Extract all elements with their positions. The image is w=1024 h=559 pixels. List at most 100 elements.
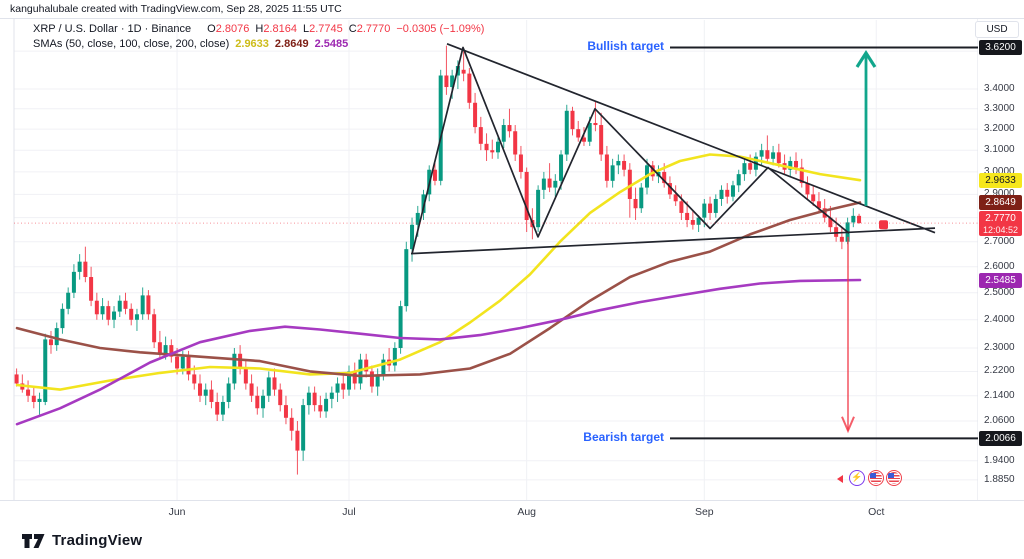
candle	[507, 125, 512, 132]
drawings-layer	[410, 43, 979, 440]
us-economic-event-icon[interactable]	[868, 470, 884, 486]
pane-borders	[13, 19, 979, 522]
candle	[352, 371, 357, 384]
candle	[587, 122, 592, 142]
candle	[71, 271, 76, 293]
close-value: 2.7770	[356, 23, 391, 35]
candle	[604, 154, 609, 181]
time-axis[interactable]: Jun Jul Aug Sep Oct	[0, 500, 1024, 525]
candle	[444, 75, 449, 88]
candle	[106, 306, 111, 320]
candle	[473, 102, 478, 128]
candle	[369, 371, 374, 387]
bullish-target-label[interactable]: Bullish target	[587, 39, 664, 54]
candle	[748, 163, 753, 170]
tradingview-logo[interactable]: TradingView	[22, 532, 142, 549]
candle	[461, 69, 466, 74]
sma200-line	[15, 278, 862, 426]
red-marker	[879, 220, 888, 230]
tradingview-mark-icon	[22, 533, 45, 548]
time-tick-label: Sep	[694, 506, 714, 518]
candle	[54, 328, 59, 346]
price-badge: 2.9633	[979, 172, 1022, 188]
candle	[94, 300, 99, 315]
price-badge: 2.7770 12:04:52	[979, 210, 1022, 236]
candle	[610, 165, 615, 181]
candle	[129, 308, 134, 320]
candle	[708, 203, 713, 213]
candle	[226, 383, 231, 402]
candle	[536, 189, 541, 228]
candle	[484, 143, 489, 151]
triangle-upper[interactable]	[446, 43, 936, 234]
candle	[616, 160, 621, 166]
candle	[696, 217, 701, 225]
candle	[375, 374, 380, 387]
legend-symbol-row[interactable]: XRP / U.S. Dollar · 1D · Binance O2.8076 H…	[33, 22, 484, 37]
candle	[702, 203, 707, 218]
price-tick-label: 2.7000	[984, 235, 1015, 247]
candle	[788, 160, 793, 170]
candle	[559, 154, 564, 181]
bullish-arrow[interactable]	[855, 50, 877, 206]
candle	[358, 359, 363, 384]
price-axis[interactable]: 3.60003.40003.30003.20003.10003.00002.90…	[978, 19, 1024, 522]
candle	[639, 187, 644, 209]
candle	[37, 398, 42, 402]
triangle-lower[interactable]	[410, 227, 936, 255]
candle	[719, 189, 724, 199]
attribution-text: kanguhalubale created with TradingView.c…	[10, 3, 342, 15]
candle	[547, 178, 552, 188]
candle	[410, 224, 415, 250]
candle	[599, 125, 604, 155]
footer: TradingView	[0, 523, 1024, 559]
candle	[593, 122, 598, 126]
candle	[765, 150, 770, 159]
bearish-arrow[interactable]	[841, 236, 855, 434]
candle	[329, 392, 334, 399]
candle	[289, 417, 294, 431]
candle	[622, 160, 627, 170]
zigzag-pattern[interactable]	[411, 46, 850, 255]
candle	[209, 389, 214, 402]
price-tick-label: 3.4000	[984, 83, 1015, 94]
close-key: C	[348, 23, 357, 35]
candle	[851, 215, 856, 223]
candle	[272, 377, 277, 390]
flag-canton	[888, 473, 894, 478]
legend-sma-row[interactable]: SMAs (50, close, 100, close, 200, close)…	[33, 37, 484, 52]
time-tick-label: Jul	[342, 506, 356, 518]
crypto-event-icon[interactable]: ⚡	[849, 470, 865, 486]
candle	[518, 154, 523, 172]
candle	[255, 395, 260, 409]
candle	[776, 152, 781, 164]
candle	[570, 110, 575, 130]
candle	[346, 371, 351, 390]
candle	[490, 150, 495, 153]
candle	[249, 383, 254, 396]
candle	[839, 236, 844, 242]
us-economic-event-icon[interactable]	[886, 470, 902, 486]
high-key: H	[255, 23, 264, 35]
candle	[541, 178, 546, 190]
candle	[163, 345, 168, 354]
sma100-value: 2.8649	[274, 38, 309, 50]
candle	[415, 212, 420, 225]
candle	[432, 169, 437, 181]
brand-text: TradingView	[52, 532, 143, 549]
time-tick-label: Oct	[868, 506, 885, 518]
currency-toggle-button[interactable]: USD	[975, 21, 1019, 38]
candle	[220, 401, 225, 415]
candle	[100, 306, 105, 315]
candle	[48, 339, 53, 346]
candle	[467, 73, 472, 103]
candle	[496, 141, 501, 153]
price-tick-label: 1.9400	[984, 454, 1015, 466]
candle	[650, 165, 655, 177]
candle	[713, 198, 718, 213]
candle	[667, 183, 672, 195]
candle	[450, 75, 455, 88]
bearish-target-label[interactable]: Bearish target	[583, 430, 664, 445]
candle	[152, 314, 157, 343]
